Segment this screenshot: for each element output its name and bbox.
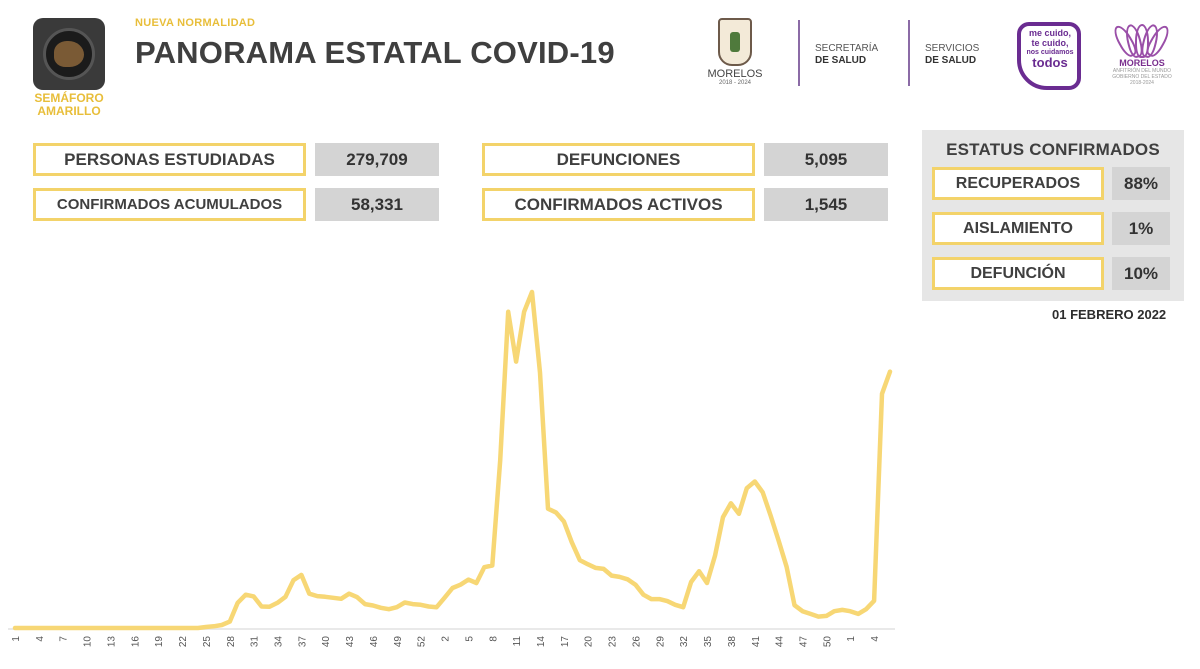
todos-line4: todos [1032,55,1068,70]
confirmados-acumulados-value: 58,331 [315,188,439,221]
morelos-map-shape [54,41,84,67]
me-cuido-todos-logo: me cuido, te cuido, nos cuidamos todos [1017,20,1081,90]
morelos-logo-name: MORELOS [707,68,763,80]
x-tick-label: 46 [369,636,380,648]
x-tick-label: 20 [584,636,595,648]
secretaria-line2: DE SALUD [815,55,867,66]
todos-line2: te cuido, [1031,38,1069,48]
aislamiento-value: 1% [1112,212,1170,245]
defunciones-label: DEFUNCIONES [482,143,755,176]
aislamiento-label: AISLAMIENTO [932,212,1104,245]
x-tick-label: 5 [464,636,475,642]
x-tick-label: 52 [417,636,428,648]
defunciones-value: 5,095 [764,143,888,176]
x-tick-label: 14 [536,636,547,648]
servicios-line2: DE SALUD [925,55,977,66]
servicios-line1: SERVICIOS [925,43,980,54]
x-tick-label: 47 [799,636,810,648]
x-tick-label: 8 [488,636,499,642]
report-date: 01 FEBRERO 2022 [1052,307,1167,322]
x-tick-label: 16 [130,636,141,648]
semaforo-icon [33,18,105,90]
x-tick-label: 22 [178,636,189,648]
morelos-shield-logo: MORELOS 2018 - 2024 [703,18,767,88]
x-tick-label: 38 [727,636,738,648]
x-tick-label: 25 [202,636,213,648]
traffic-light-lamp [43,28,95,80]
lotus-logo-name: MORELOS [1119,58,1165,68]
page-title: PANORAMA ESTATAL COVID-19 [135,35,615,70]
recuperados-value: 88% [1112,167,1170,200]
todos-line3: nos cuidamos [1026,49,1074,56]
x-tick-label: 10 [83,636,94,648]
x-tick-label: 29 [655,636,666,648]
confirmados-line-chart: 1 4 7 10 13 16 19 22 25 28 31 34 37 40 43 46 49 52 2 5 8 11 14… [8,289,895,648]
x-tick-label: 1 [11,636,22,642]
x-tick-label: 17 [560,636,571,648]
x-tick-label: 4 [35,636,46,642]
x-tick-label: 35 [703,636,714,648]
defuncion-label: DEFUNCIÓN [932,257,1104,290]
x-tick-label: 7 [59,636,70,642]
todos-line1: me cuido, [1028,28,1071,38]
x-tick-label: 32 [679,636,690,648]
personas-estudiadas-label: PERSONAS ESTUDIADAS [33,143,306,176]
semaforo-label: SEMÁFORO AMARILLO [34,91,104,118]
x-tick-label: 34 [274,636,285,648]
x-tick-label: 23 [608,636,619,648]
lotus-line2: GOBIERNO DEL ESTADO [1112,74,1172,80]
confirmados-activos-label: CONFIRMADOS ACTIVOS [482,188,755,221]
speech-bubble-icon [1017,22,1081,90]
morelos-logo-years: 2018 - 2024 [718,80,752,86]
x-tick-label: 31 [250,636,261,648]
x-tick-label: 1 [846,636,857,642]
x-tick-label: 50 [822,636,833,648]
lotus-flower-icon [1110,14,1173,60]
x-tick-label: 44 [775,636,786,648]
x-tick-label: 26 [632,636,643,648]
x-tick-label: 43 [345,636,356,648]
lotus-line1: ANFITRIÓN DEL MUNDO [1112,68,1172,74]
estatus-title: ESTATUS CONFIRMADOS [946,140,1160,159]
confirmados-series-line [12,289,893,631]
lotus-line3: 2018-2024 [1130,80,1154,86]
x-tick-label: 40 [321,636,332,648]
logo-divider [798,20,800,86]
x-tick-label: 49 [393,636,404,648]
morelos-lotus-logo: MORELOS ANFITRIÓN DEL MUNDO GOBIERNO DEL… [1110,14,1174,92]
x-tick-label: 2 [441,636,452,642]
x-tick-label: 4 [870,636,881,642]
x-tick-label: 13 [107,636,118,648]
confirmados-activos-value: 1,545 [764,188,888,221]
coat-of-arms-icon [718,18,752,66]
defuncion-value: 10% [1112,257,1170,290]
x-axis-tick-labels: 1 4 7 10 13 16 19 22 25 28 31 34 37 40 43 46 49 52 2 5 8 11 14… [11,636,881,648]
x-tick-label: 19 [154,636,165,648]
servicios-salud-logo: SERVICIOS DE SALUD [925,43,979,67]
x-tick-label: 28 [226,636,237,648]
page-subtitle: NUEVA NORMALIDAD [135,17,256,29]
confirmados-acumulados-label: CONFIRMADOS ACUMULADOS [33,188,306,221]
x-tick-label: 41 [751,636,762,648]
x-tick-label: 37 [297,636,308,648]
personas-estudiadas-value: 279,709 [315,143,439,176]
secretaria-line1: SECRETARÍA [815,43,879,54]
logo-divider [908,20,910,86]
secretaria-salud-logo: SECRETARÍA DE SALUD [815,43,878,67]
x-tick-label: 11 [512,636,523,647]
recuperados-label: RECUPERADOS [932,167,1104,200]
